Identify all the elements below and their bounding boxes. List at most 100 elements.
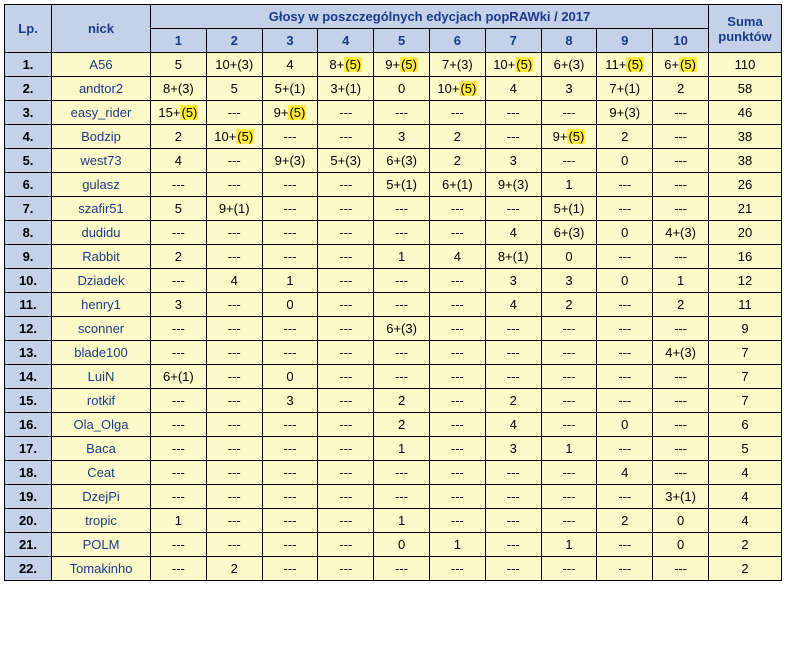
cell-value: 0 [597,269,653,293]
cell-value: --- [597,197,653,221]
cell-sum: 4 [709,485,782,509]
cell-value: 3 [485,269,541,293]
cell-value: --- [429,101,485,125]
cell-value: --- [374,557,430,581]
highlight: (5) [679,57,697,72]
cell-value: --- [653,149,709,173]
table-row: 19.DzejPi---------------------------3+(1… [5,485,782,509]
cell-value: --- [151,461,207,485]
cell-value: --- [485,509,541,533]
cell-value: 9+(5) [262,101,318,125]
cell-value: 3 [485,149,541,173]
cell-value: --- [151,437,207,461]
cell-value: --- [374,341,430,365]
cell-value: --- [318,533,374,557]
cell-nick: andtor2 [52,77,151,101]
cell-value: --- [597,341,653,365]
cell-lp: 8. [5,221,52,245]
cell-value: --- [206,533,262,557]
highlight: (5) [400,57,418,72]
cell-value: --- [206,437,262,461]
cell-value: --- [206,293,262,317]
cell-value: --- [653,413,709,437]
cell-value: 3 [151,293,207,317]
cell-value: --- [262,341,318,365]
cell-sum: 6 [709,413,782,437]
cell-value: 4 [485,77,541,101]
cell-value: 6+(1) [151,365,207,389]
cell-value: --- [206,365,262,389]
cell-value: 2 [151,125,207,149]
cell-value: 6+(3) [374,149,430,173]
table-row: 13.blade100---------------------------4+… [5,341,782,365]
cell-value: --- [206,317,262,341]
cell-value: --- [151,173,207,197]
header-col-1: 1 [151,29,207,53]
cell-value: --- [485,485,541,509]
cell-value: --- [374,461,430,485]
cell-value: 1 [541,437,597,461]
cell-value: --- [429,437,485,461]
cell-value: --- [429,461,485,485]
cell-sum: 4 [709,461,782,485]
cell-value: 1 [262,269,318,293]
cell-value: 9+(5) [541,125,597,149]
header-col-5: 5 [374,29,430,53]
cell-value: --- [262,557,318,581]
cell-value: 4 [262,53,318,77]
cell-value: 4 [429,245,485,269]
ranking-table: Lp. nick Głosy w poszczególnych edycjach… [4,4,782,581]
cell-value: 7+(1) [597,77,653,101]
cell-value: 1 [374,509,430,533]
cell-value: 2 [597,125,653,149]
cell-value: 3+(1) [318,77,374,101]
cell-value: 8+(5) [318,53,374,77]
cell-value: 9+(3) [597,101,653,125]
cell-lp: 12. [5,317,52,341]
header-col-4: 4 [318,29,374,53]
header-sum: Suma punktów [709,5,782,53]
cell-sum: 7 [709,365,782,389]
table-row: 17.Baca------------1---31------5 [5,437,782,461]
header-col-8: 8 [541,29,597,53]
cell-lp: 16. [5,413,52,437]
table-row: 4.Bodzip210+(5)------32---9+(5)2---38 [5,125,782,149]
cell-value: --- [541,461,597,485]
cell-value: --- [429,389,485,413]
cell-value: 11+(5) [597,53,653,77]
cell-value: --- [653,365,709,389]
cell-value: --- [318,485,374,509]
cell-sum: 38 [709,125,782,149]
cell-value: --- [374,485,430,509]
cell-value: --- [374,101,430,125]
table-row: 12.sconner------------6+(3)-------------… [5,317,782,341]
cell-value: --- [541,317,597,341]
cell-value: 6+(3) [541,53,597,77]
cell-nick: Ceat [52,461,151,485]
cell-value: --- [597,245,653,269]
table-row: 3.easy_rider15+(5)---9+(5)--------------… [5,101,782,125]
cell-value: 9+(3) [485,173,541,197]
cell-value: --- [374,197,430,221]
cell-value: --- [262,509,318,533]
cell-value: --- [151,413,207,437]
cell-value: 2 [206,557,262,581]
cell-value: --- [151,485,207,509]
cell-lp: 18. [5,461,52,485]
table-row: 18.Ceat------------------------4---4 [5,461,782,485]
cell-nick: A56 [52,53,151,77]
cell-lp: 17. [5,437,52,461]
cell-value: --- [318,557,374,581]
table-row: 8.dudidu------------------46+(3)04+(3)20 [5,221,782,245]
cell-value: --- [262,125,318,149]
cell-value: --- [597,365,653,389]
cell-value: 3 [485,437,541,461]
cell-value: 5+(1) [541,197,597,221]
cell-value: --- [262,221,318,245]
cell-value: 6+(3) [374,317,430,341]
cell-value: 2 [429,149,485,173]
table-row: 2.andtor28+(3)55+(1)3+(1)010+(5)437+(1)2… [5,77,782,101]
cell-nick: Ola_Olga [52,413,151,437]
cell-value: --- [541,389,597,413]
cell-lp: 7. [5,197,52,221]
